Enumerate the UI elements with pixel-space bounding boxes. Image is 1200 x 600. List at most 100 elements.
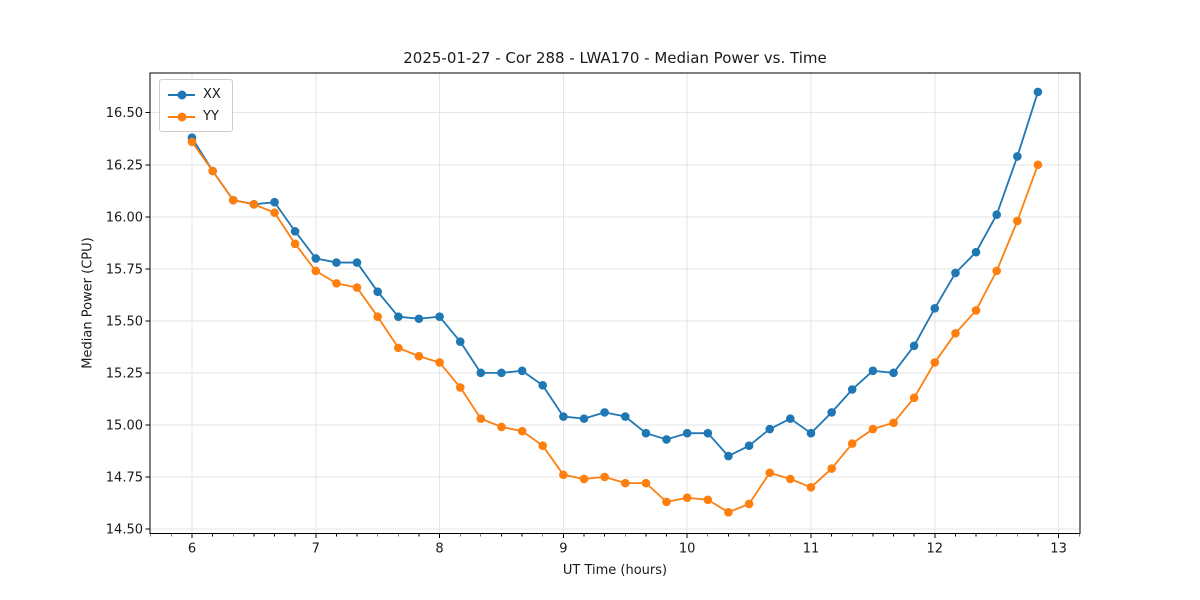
data-point xyxy=(394,343,403,353)
y-tick-label: 15.50 xyxy=(106,314,143,329)
x-tick-label: 12 xyxy=(927,542,944,557)
data-point xyxy=(786,474,795,484)
data-point xyxy=(538,441,547,450)
legend-item-xx: XX xyxy=(168,85,221,104)
y-tick-label: 14.75 xyxy=(106,470,143,485)
data-point xyxy=(600,408,609,417)
data-point xyxy=(909,393,919,403)
x-axis-label: UT Time (hours) xyxy=(562,563,668,578)
data-point xyxy=(847,385,857,394)
data-point xyxy=(765,468,775,478)
y-tick-label: 14.50 xyxy=(106,522,143,537)
y-tick-label: 15.75 xyxy=(106,262,143,277)
legend: XX YY xyxy=(159,79,233,132)
chart-title: 2025-01-27 - Cor 288 - LWA170 - Median P… xyxy=(403,49,827,67)
data-point xyxy=(889,418,898,428)
data-point xyxy=(373,312,382,321)
x-tick-label: 9 xyxy=(559,542,567,557)
data-point xyxy=(992,266,1001,276)
data-point xyxy=(1013,216,1022,226)
data-point xyxy=(620,478,630,488)
legend-item-yy: YY xyxy=(168,107,221,126)
data-point xyxy=(1033,160,1043,170)
data-point xyxy=(476,368,486,378)
data-point xyxy=(332,279,341,288)
data-point xyxy=(352,258,362,267)
data-point xyxy=(517,426,527,436)
y-tick-label: 16.50 xyxy=(106,106,143,121)
data-point xyxy=(889,368,898,378)
data-point xyxy=(455,383,465,392)
x-tick-label: 8 xyxy=(435,542,443,557)
grid xyxy=(150,73,1080,534)
data-point xyxy=(414,351,424,361)
data-point xyxy=(270,197,279,207)
data-point xyxy=(228,195,238,205)
x-tick-label: 6 xyxy=(188,542,196,557)
data-point xyxy=(806,428,816,438)
data-point xyxy=(249,200,259,209)
y-tick-label: 16.25 xyxy=(106,158,143,173)
data-point xyxy=(311,254,321,263)
data-point xyxy=(208,166,217,176)
data-point xyxy=(847,439,857,448)
data-point xyxy=(1013,152,1022,161)
data-point xyxy=(682,428,692,438)
data-point xyxy=(827,464,836,473)
data-point xyxy=(435,358,444,367)
data-point xyxy=(1033,87,1043,97)
data-point xyxy=(352,283,362,292)
data-point xyxy=(641,478,651,488)
data-point xyxy=(497,368,506,378)
data-point xyxy=(930,304,940,313)
data-point xyxy=(703,495,713,505)
data-point xyxy=(971,247,981,257)
data-point xyxy=(951,329,960,338)
data-point xyxy=(806,483,816,492)
data-point xyxy=(620,412,630,421)
data-point xyxy=(744,441,754,450)
x-tick-label: 13 xyxy=(1050,542,1067,557)
data-point xyxy=(641,428,651,438)
yy-line-marker-icon xyxy=(168,112,195,121)
y-tick-label: 15.25 xyxy=(106,366,143,381)
data-point xyxy=(930,358,940,367)
data-point xyxy=(744,499,754,509)
axes-tick-labels: 6 7 8 9 10 11 12 13 14.50 14.75 15.00 15.25 15.50 15.… xyxy=(106,106,1067,556)
data-point xyxy=(579,474,589,484)
axes-ticks xyxy=(145,112,1080,538)
x-tick-label: 10 xyxy=(679,542,696,557)
xx-line-marker-icon xyxy=(168,90,195,99)
data-point xyxy=(971,306,981,315)
data-point xyxy=(497,422,506,432)
data-point xyxy=(414,314,424,324)
data-point xyxy=(373,287,382,297)
data-point xyxy=(724,507,733,517)
y-tick-label: 16.00 xyxy=(106,210,143,225)
data-point xyxy=(435,312,444,321)
data-point xyxy=(909,341,919,351)
data-point xyxy=(992,210,1001,220)
data-point xyxy=(703,428,713,438)
data-point xyxy=(455,337,465,346)
data-point xyxy=(765,424,775,434)
data-point xyxy=(332,258,341,267)
data-point xyxy=(724,451,733,461)
series-markers-yy xyxy=(187,137,1043,517)
data-point xyxy=(187,137,197,147)
y-tick-label: 15.00 xyxy=(106,418,143,433)
data-point xyxy=(600,472,609,482)
plot-frame xyxy=(149,72,1081,534)
data-point xyxy=(290,239,300,249)
data-point xyxy=(517,366,527,376)
data-point xyxy=(868,366,878,376)
data-point xyxy=(682,493,692,503)
data-point xyxy=(311,266,321,276)
data-point xyxy=(290,227,300,236)
x-tick-label: 11 xyxy=(803,542,820,557)
data-point xyxy=(476,414,486,423)
data-point xyxy=(786,414,795,423)
x-tick-label: 7 xyxy=(312,542,320,557)
